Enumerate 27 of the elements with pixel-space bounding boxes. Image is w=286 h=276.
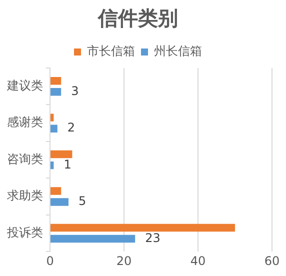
y-tick-label: 咨询类 bbox=[7, 152, 43, 166]
bar bbox=[50, 161, 54, 170]
y-tick-label: 建议类 bbox=[6, 78, 43, 92]
data-label: 2 bbox=[67, 120, 76, 135]
bar bbox=[50, 88, 62, 96]
data-label: 5 bbox=[78, 194, 86, 208]
x-tick-label: 60 bbox=[264, 254, 280, 268]
x-tick-label: 20 bbox=[116, 254, 132, 268]
bar bbox=[50, 234, 136, 243]
bar bbox=[50, 187, 62, 195]
x-tick-label: 0 bbox=[46, 254, 54, 268]
bar bbox=[50, 224, 235, 232]
bar bbox=[50, 150, 72, 158]
y-tick-label: 求助类 bbox=[7, 188, 43, 203]
data-label: 23 bbox=[145, 230, 160, 245]
legend-label: 州长信箱 bbox=[154, 44, 202, 58]
bar bbox=[50, 76, 62, 85]
data-label: 1 bbox=[64, 157, 72, 172]
bar bbox=[50, 124, 58, 132]
legend-label: 市长信箱 bbox=[87, 44, 135, 58]
data-label: 3 bbox=[71, 84, 79, 98]
y-tick-label: 投诉类 bbox=[6, 225, 43, 240]
chart-title: 信件类别 bbox=[97, 6, 178, 30]
y-tick-label: 感谢类 bbox=[7, 115, 43, 130]
x-tick-label: 40 bbox=[190, 254, 206, 268]
bar bbox=[50, 198, 68, 206]
bar bbox=[50, 114, 54, 122]
